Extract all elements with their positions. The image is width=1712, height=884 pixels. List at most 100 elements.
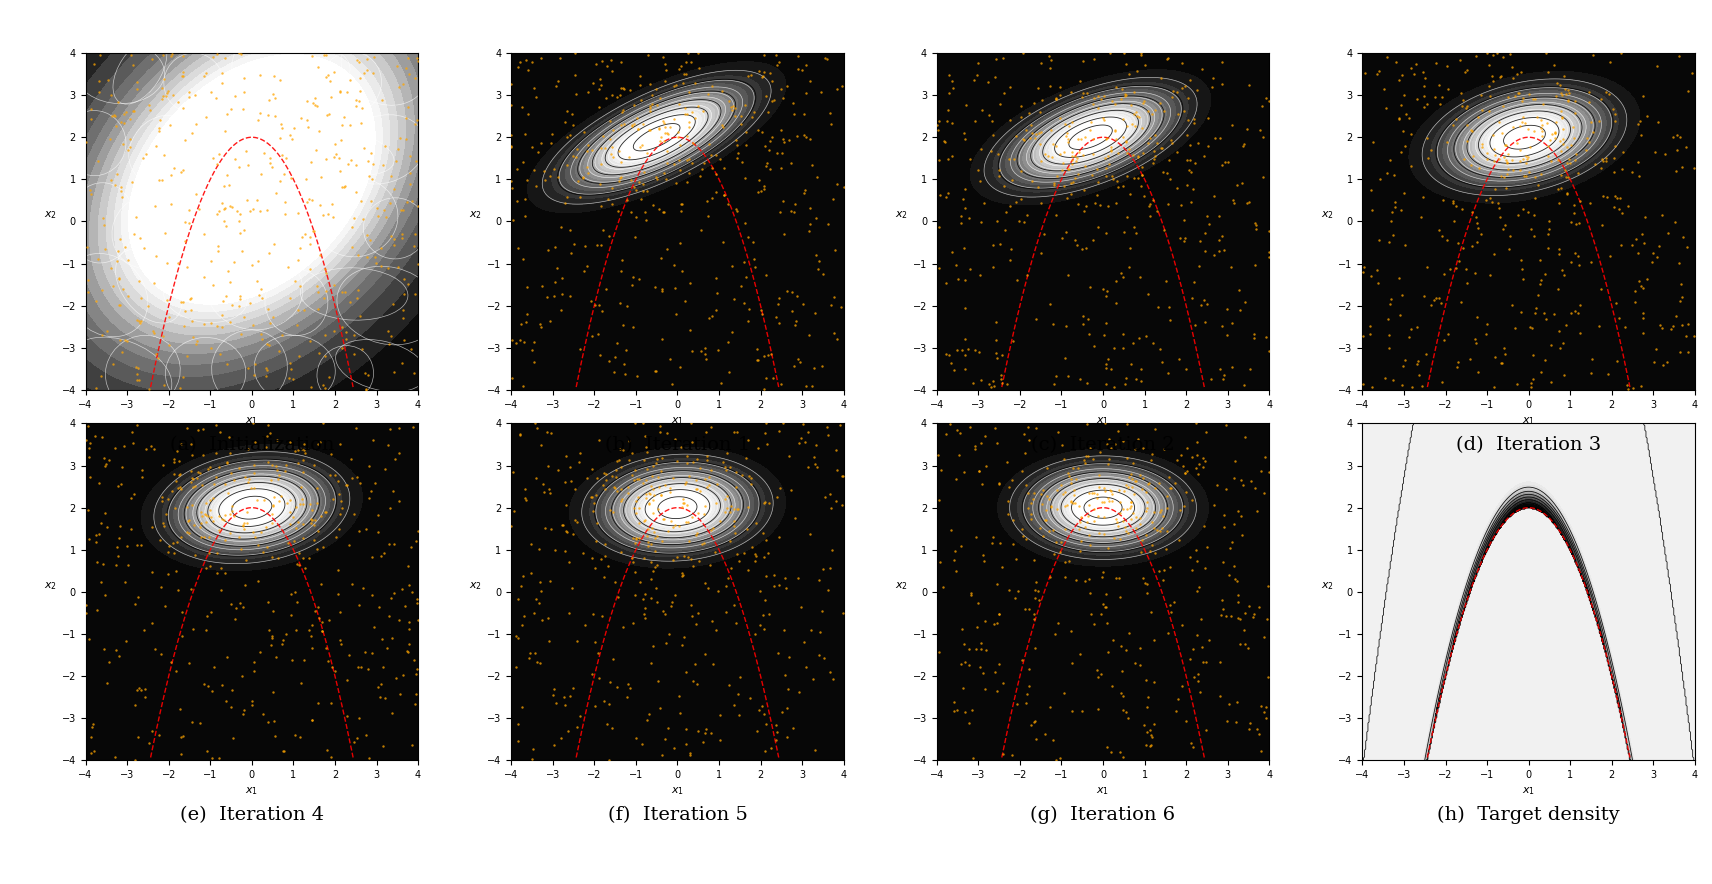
Point (632, 611, 659, 625)
Point (284, 206, 312, 220)
Point (1476, 103, 1503, 118)
Point (1116, 469, 1144, 484)
Point (1092, 316, 1120, 331)
Point (291, 227, 318, 241)
X-axis label: $x_1$: $x_1$ (245, 786, 259, 797)
Point (272, 496, 300, 510)
Point (1024, 584, 1051, 598)
Point (734, 433, 762, 447)
Point (265, 131, 293, 145)
Point (226, 596, 253, 610)
Point (190, 448, 217, 462)
Point (310, 209, 337, 223)
Point (767, 81, 794, 95)
Point (1250, 170, 1277, 184)
Point (531, 485, 558, 499)
Point (692, 726, 719, 740)
Point (231, 223, 259, 237)
Point (190, 316, 217, 331)
Point (1128, 482, 1156, 496)
Point (178, 715, 205, 729)
Point (120, 57, 147, 72)
Point (743, 549, 770, 563)
Point (955, 211, 983, 225)
Point (1123, 474, 1150, 488)
Point (1053, 498, 1080, 512)
Point (1594, 190, 1621, 204)
Point (1666, 130, 1693, 144)
Point (116, 111, 144, 126)
Point (1491, 150, 1519, 164)
Point (103, 167, 130, 181)
Point (637, 99, 664, 113)
Point (1121, 655, 1149, 669)
Point (1209, 55, 1236, 69)
Point (926, 555, 954, 569)
Point (599, 88, 627, 102)
Point (579, 76, 606, 90)
Point (1043, 370, 1070, 384)
Point (1133, 500, 1161, 514)
Point (1174, 163, 1202, 177)
Point (123, 418, 151, 432)
Point (1025, 180, 1053, 194)
Point (508, 699, 536, 713)
Point (289, 465, 317, 479)
Point (1039, 176, 1067, 190)
Point (1173, 464, 1200, 478)
Point (1137, 132, 1164, 146)
Point (627, 575, 654, 590)
Point (1020, 606, 1048, 621)
Point (637, 537, 664, 552)
Point (526, 656, 553, 670)
Point (122, 597, 149, 611)
Point (966, 164, 993, 178)
Point (1431, 332, 1459, 347)
Point (924, 261, 952, 275)
Point (805, 648, 832, 662)
Point (1248, 699, 1275, 713)
Point (1464, 221, 1491, 235)
Point (87, 575, 115, 589)
Point (1111, 484, 1138, 499)
Point (657, 598, 685, 613)
Point (1091, 527, 1118, 541)
Point (651, 478, 678, 492)
Point (207, 583, 235, 598)
Point (651, 165, 678, 179)
Point (587, 199, 615, 213)
Point (996, 241, 1024, 255)
Point (1128, 179, 1156, 193)
Point (1073, 377, 1101, 391)
Point (800, 361, 827, 375)
Point (967, 174, 995, 188)
Point (748, 303, 776, 317)
Point (519, 140, 546, 154)
Point (666, 690, 693, 704)
Point (1022, 127, 1049, 141)
Point (1638, 255, 1666, 270)
Point (349, 211, 377, 225)
Point (370, 738, 397, 752)
Point (539, 688, 567, 702)
Point (1015, 501, 1043, 515)
Point (116, 132, 144, 146)
Point (195, 530, 223, 545)
Point (1115, 526, 1142, 540)
Point (1137, 544, 1164, 558)
Point (608, 55, 635, 69)
Point (1657, 322, 1685, 336)
Point (562, 46, 589, 60)
Point (750, 621, 777, 636)
Point (538, 170, 565, 184)
Point (1183, 554, 1210, 568)
Point (950, 636, 978, 651)
Point (1508, 263, 1536, 277)
Point (1563, 165, 1590, 179)
Point (717, 100, 745, 114)
Point (782, 315, 810, 329)
Point (721, 526, 748, 540)
Point (991, 86, 1019, 100)
Point (1666, 294, 1693, 309)
Point (644, 529, 671, 543)
